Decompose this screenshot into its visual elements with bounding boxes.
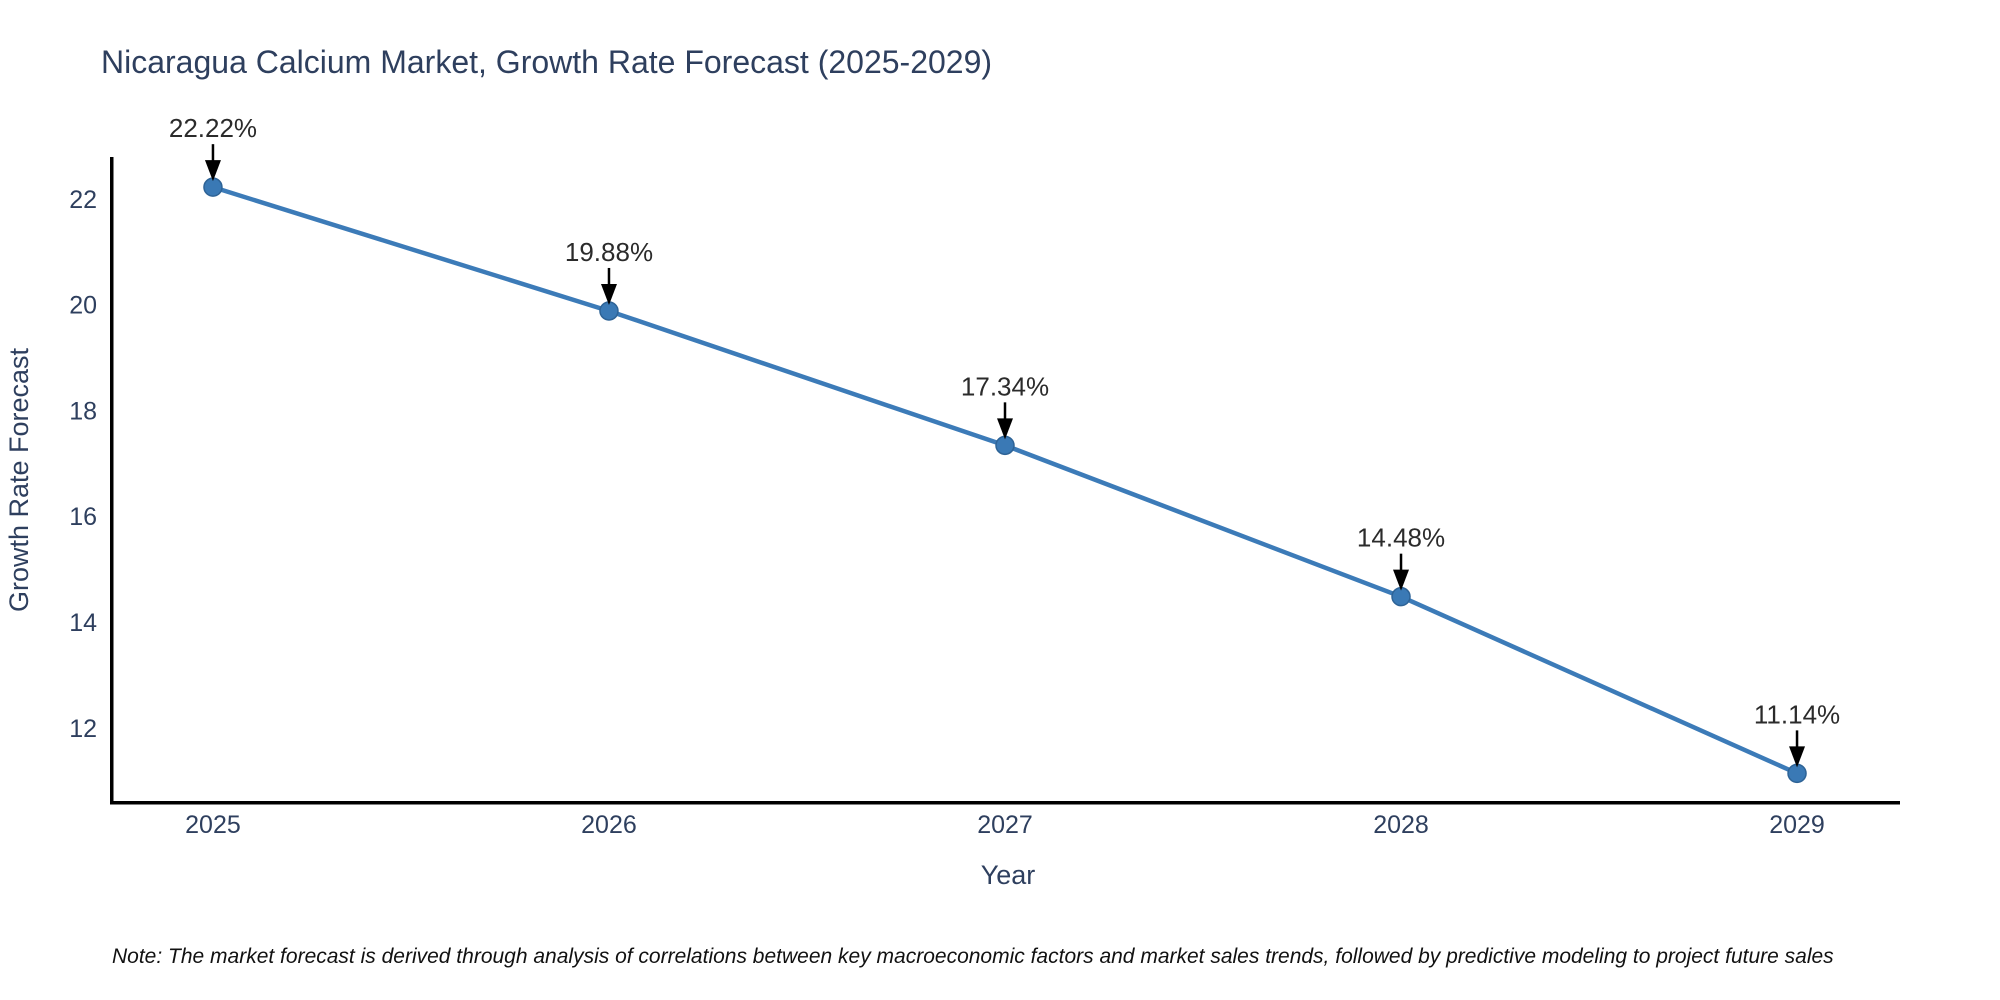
annotation-arrow-head — [1789, 746, 1806, 768]
x-tick-label: 2028 — [1373, 811, 1429, 839]
y-tick-label: 20 — [69, 292, 97, 320]
y-tick-label: 14 — [69, 609, 97, 637]
plot-area: 22.22% 19.88% 17.34% 14.48% 11.14% 12 14 16 18 20… — [69, 113, 1900, 839]
annotation-label: 14.48% — [1357, 523, 1445, 553]
x-axis-title: Year — [981, 860, 1036, 890]
annotation-label: 17.34% — [961, 371, 1049, 401]
annotation-arrow-head — [204, 160, 221, 182]
y-tick-label: 18 — [69, 397, 97, 425]
annotation-arrow-head — [1393, 569, 1410, 591]
x-tick-label: 2027 — [977, 811, 1033, 839]
y-tick-label: 12 — [69, 715, 97, 743]
forecast-line — [210, 184, 1800, 776]
y-tick-label: 16 — [69, 503, 97, 531]
annotation-label: 11.14% — [1754, 699, 1840, 729]
y-tick-label: 22 — [69, 186, 97, 214]
annotation-arrow-head — [997, 418, 1013, 440]
x-tick-label: 2029 — [1769, 811, 1825, 839]
annotation-label: 22.22% — [169, 113, 257, 143]
chart-title: Nicaragua Calcium Market, Growth Rate Fo… — [101, 44, 992, 80]
annotation-label: 19.88% — [565, 237, 653, 267]
note-text: Note: The market forecast is derived thr… — [112, 945, 1834, 968]
y-axis-title: Growth Rate Forecast — [4, 347, 34, 612]
x-tick-label: 2026 — [581, 811, 637, 839]
x-tick-label: 2025 — [185, 811, 241, 839]
annotation-arrow-head — [600, 283, 617, 305]
